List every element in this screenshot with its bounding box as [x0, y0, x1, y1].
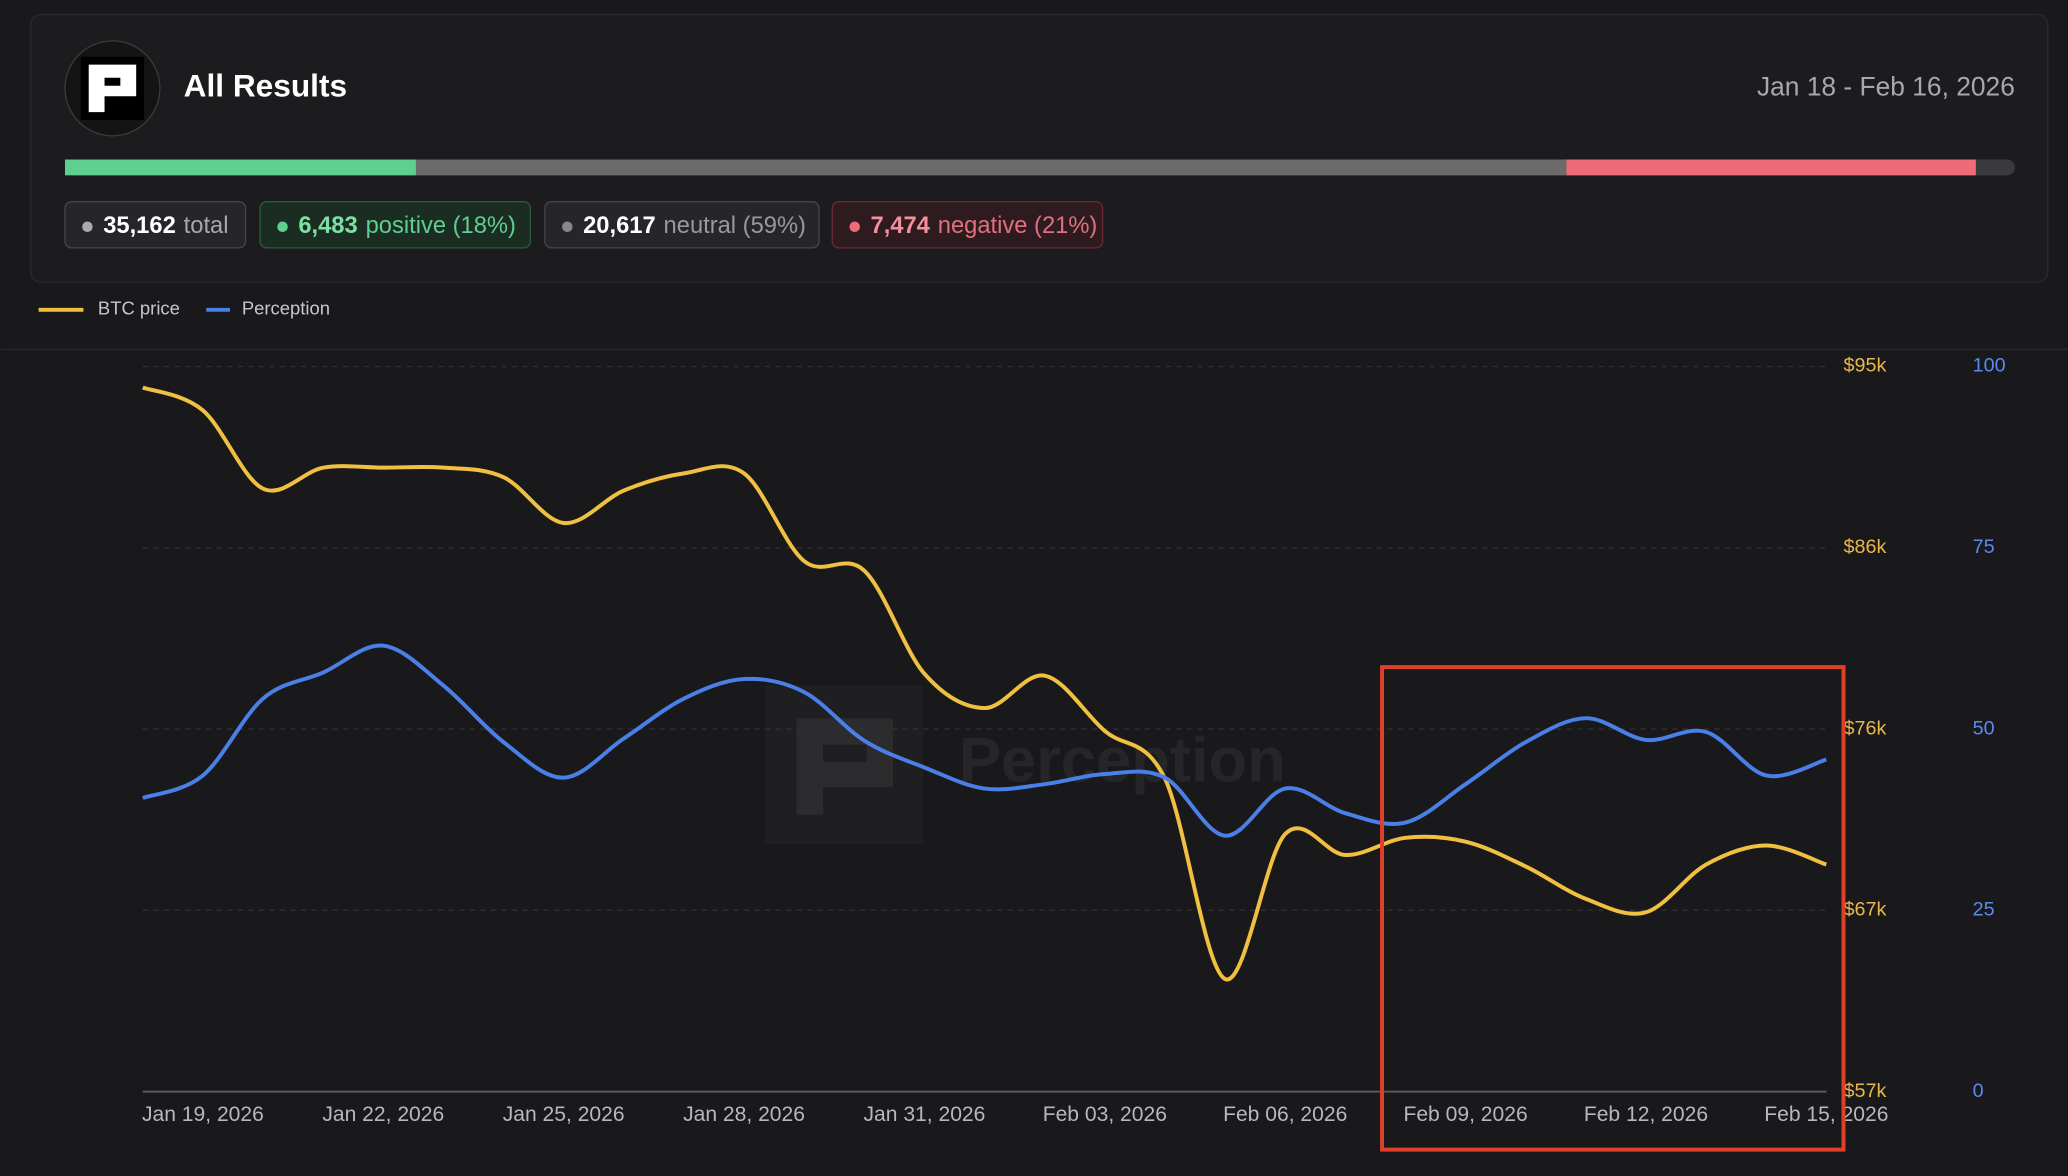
header-card	[30, 13, 2049, 283]
legend-label: Perception	[242, 298, 330, 319]
chip-dot	[562, 221, 573, 233]
chart: $57k $67k $76k $86k $95k 0 25 50 75 100 Jan 19, 20…	[142, 355, 2006, 1126]
y2-tick-label: 75	[1973, 536, 1995, 558]
y2-tick-label: 100	[1973, 355, 2006, 377]
x-tick-label: Jan 19, 2026	[142, 1103, 264, 1126]
chip-text: 6,483 positive (18%)	[298, 213, 516, 239]
highlight-box	[1380, 665, 1846, 1152]
chip-dot	[82, 221, 93, 233]
y-tick-label: $57k	[1843, 1080, 1886, 1102]
x-tick-label: Feb 06, 2026	[1223, 1103, 1347, 1126]
chip-text: 7,474 negative (21%)	[871, 213, 1098, 239]
chip-text: 20,617 neutral (59%)	[583, 213, 806, 239]
legend-label: BTC price	[98, 298, 180, 319]
chip-dot	[277, 221, 288, 233]
logo-mark	[88, 64, 137, 113]
x-tick-label: Jan 22, 2026	[322, 1103, 444, 1126]
title: All Results	[184, 68, 347, 104]
series-line	[142, 643, 1827, 838]
chip[interactable]	[64, 201, 247, 249]
chip-dot	[849, 221, 860, 233]
x-tick-label: Feb 12, 2026	[1584, 1103, 1708, 1126]
watermark: Perception	[959, 725, 1286, 795]
x-tick-label: Jan 25, 2026	[503, 1103, 625, 1126]
date-range: Jan 18 - Feb 16, 2026	[1757, 71, 2015, 101]
x-tick-label: Feb 09, 2026	[1403, 1103, 1527, 1126]
x-tick-label: Feb 03, 2026	[1043, 1103, 1167, 1126]
sentiment-segment	[415, 159, 1567, 176]
series-line	[142, 385, 1828, 982]
chip[interactable]	[544, 201, 820, 249]
x-tick-label: Jan 28, 2026	[683, 1103, 805, 1126]
y-tick-label: $67k	[1843, 899, 1886, 921]
y-tick-label: $76k	[1843, 717, 1886, 739]
sentiment-segment	[64, 159, 416, 176]
chip[interactable]	[259, 201, 532, 249]
chip-text: 35,162 total	[103, 213, 228, 239]
x-tick-label: Feb 15, 2026	[1764, 1103, 1888, 1126]
y-tick-label: $95k	[1843, 355, 1886, 377]
y2-tick-label: 50	[1973, 717, 1995, 739]
y2-tick-label: 0	[1973, 1080, 1984, 1102]
sentiment-segment	[1566, 159, 1976, 176]
y2-tick-label: 25	[1973, 899, 1995, 921]
sentiment-bar	[64, 159, 1976, 176]
y-tick-label: $86k	[1843, 536, 1886, 558]
chip[interactable]	[831, 201, 1104, 249]
x-tick-label: Jan 31, 2026	[863, 1103, 985, 1126]
